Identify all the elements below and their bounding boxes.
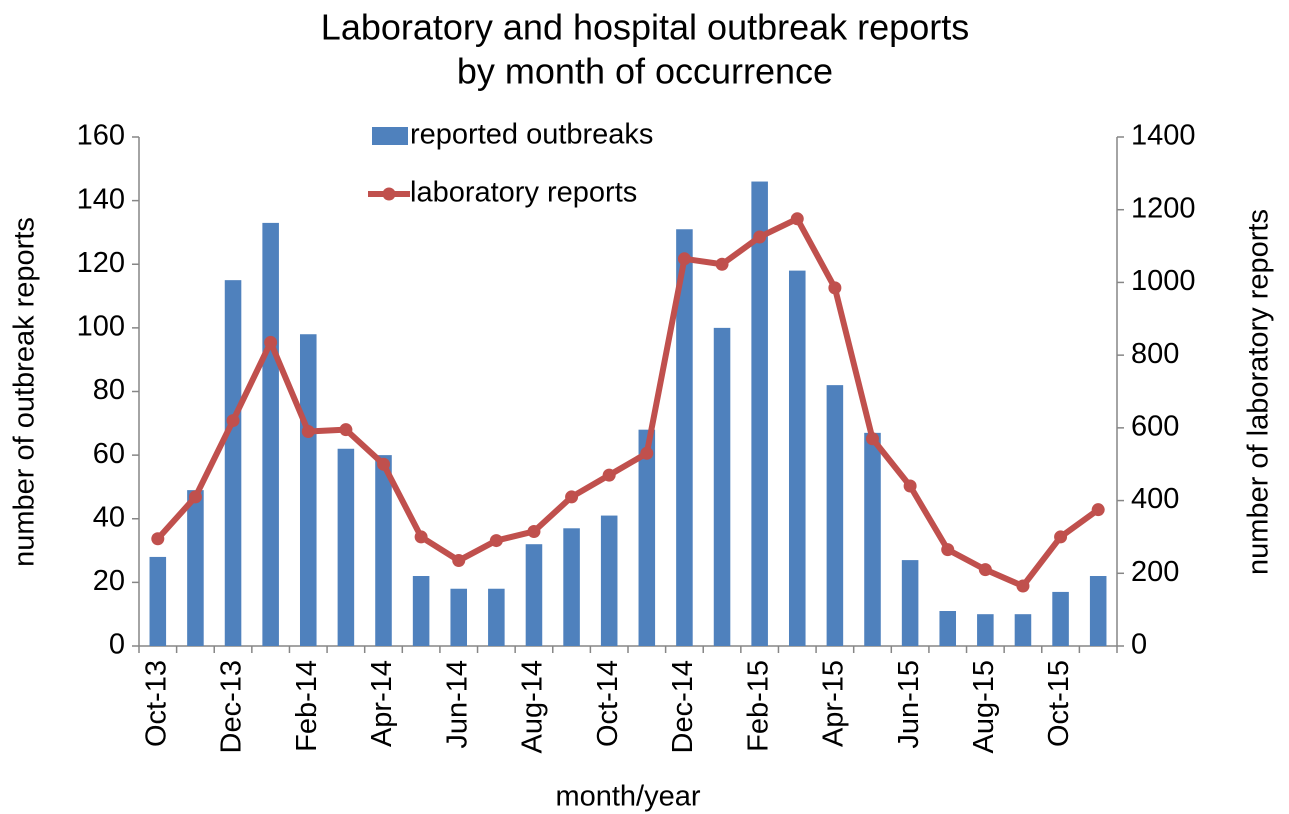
bar bbox=[638, 429, 656, 646]
line-point bbox=[715, 257, 729, 271]
y2-tick-label: 0 bbox=[1131, 629, 1147, 661]
bar bbox=[563, 528, 580, 646]
line-point bbox=[1016, 579, 1030, 593]
y2-tick-label: 200 bbox=[1131, 556, 1179, 588]
x-tick-label: Oct-15 bbox=[1043, 660, 1075, 747]
y-tick-label: 140 bbox=[77, 183, 125, 215]
legend-label: laboratory reports bbox=[410, 177, 637, 209]
line-point bbox=[903, 479, 917, 493]
bar bbox=[676, 229, 693, 646]
line-point bbox=[1054, 530, 1068, 544]
legend-label: reported outbreaks bbox=[410, 119, 653, 151]
y-tick-label: 80 bbox=[93, 374, 125, 406]
y-tick-label: 60 bbox=[93, 438, 125, 470]
bar bbox=[149, 556, 167, 646]
legend-swatch bbox=[382, 187, 396, 201]
line-point bbox=[941, 543, 955, 557]
bar bbox=[1089, 576, 1107, 646]
bar bbox=[299, 334, 317, 646]
x-tick-label: Apr-15 bbox=[818, 660, 850, 747]
y2-tick-label: 1200 bbox=[1131, 192, 1196, 224]
bar bbox=[187, 490, 204, 646]
line-point bbox=[790, 212, 804, 226]
y2-tick-label: 400 bbox=[1131, 483, 1179, 515]
line-point bbox=[1091, 503, 1105, 517]
bar bbox=[600, 515, 618, 646]
line-point bbox=[264, 335, 278, 349]
bar bbox=[939, 611, 957, 646]
bar bbox=[525, 544, 543, 646]
x-tick-label: Jun-14 bbox=[441, 660, 473, 749]
bar bbox=[751, 181, 768, 646]
chart-title: Laboratory and hospital outbreak reports bbox=[321, 7, 969, 48]
line-point bbox=[602, 468, 616, 482]
line-point bbox=[527, 524, 541, 538]
x-tick-label: Aug-14 bbox=[517, 660, 549, 754]
y-tick-label: 100 bbox=[77, 311, 125, 343]
line-point bbox=[226, 414, 240, 428]
x-tick-label: Oct-13 bbox=[140, 660, 172, 747]
line-point bbox=[640, 446, 654, 460]
line-point bbox=[565, 490, 579, 504]
bar bbox=[864, 432, 881, 646]
y-tick-label: 160 bbox=[77, 120, 125, 152]
line-point bbox=[489, 534, 503, 548]
x-tick-label: Apr-14 bbox=[366, 660, 398, 747]
bar bbox=[977, 614, 994, 646]
line-point bbox=[452, 554, 466, 568]
bar bbox=[450, 588, 468, 646]
x-tick-label: Dec-13 bbox=[216, 660, 248, 754]
bar bbox=[1014, 614, 1032, 646]
y-tick-label: 120 bbox=[77, 247, 125, 279]
y2-axis-label: number of laboratory reports bbox=[1243, 209, 1275, 575]
line-point bbox=[828, 281, 842, 295]
y-tick-label: 20 bbox=[93, 565, 125, 597]
line-point bbox=[301, 424, 315, 438]
y2-tick-label: 1000 bbox=[1131, 265, 1196, 297]
bar bbox=[375, 455, 392, 646]
x-axis-label: month/year bbox=[555, 781, 700, 813]
line-point bbox=[978, 563, 992, 577]
y2-tick-label: 800 bbox=[1131, 338, 1179, 370]
line bbox=[155, 215, 1100, 590]
bar bbox=[488, 588, 505, 646]
x-tick-label: Feb-15 bbox=[742, 660, 774, 752]
bar bbox=[901, 560, 919, 646]
bar bbox=[262, 222, 279, 647]
line-point bbox=[677, 252, 691, 266]
chart-title: by month of occurrence bbox=[457, 51, 833, 92]
x-tick-label: Feb-14 bbox=[291, 660, 323, 752]
line-point bbox=[866, 432, 879, 446]
x-tick-label: Dec-14 bbox=[667, 660, 699, 754]
x-tick-label: Aug-15 bbox=[968, 660, 1000, 754]
bar bbox=[788, 270, 806, 646]
y2-tick-label: 1400 bbox=[1131, 120, 1196, 152]
line-point bbox=[377, 457, 390, 471]
bar bbox=[337, 448, 355, 646]
bar bbox=[412, 576, 430, 646]
line-point bbox=[339, 423, 353, 437]
legend-swatch bbox=[372, 127, 408, 145]
x-tick-label: Oct-14 bbox=[592, 660, 624, 747]
y2-tick-label: 600 bbox=[1131, 411, 1179, 443]
y-tick-label: 0 bbox=[109, 629, 125, 661]
line-point bbox=[188, 490, 202, 504]
y-axis-label: number of outbreak reports bbox=[9, 217, 41, 567]
line-point bbox=[414, 530, 428, 544]
bar bbox=[224, 280, 242, 646]
x-tick-label: Jun-15 bbox=[893, 660, 925, 749]
y-tick-label: 40 bbox=[93, 501, 125, 533]
line-point bbox=[151, 532, 165, 546]
bar bbox=[826, 385, 844, 646]
bar bbox=[1052, 591, 1069, 646]
line-point bbox=[753, 230, 767, 244]
bar bbox=[713, 327, 731, 646]
